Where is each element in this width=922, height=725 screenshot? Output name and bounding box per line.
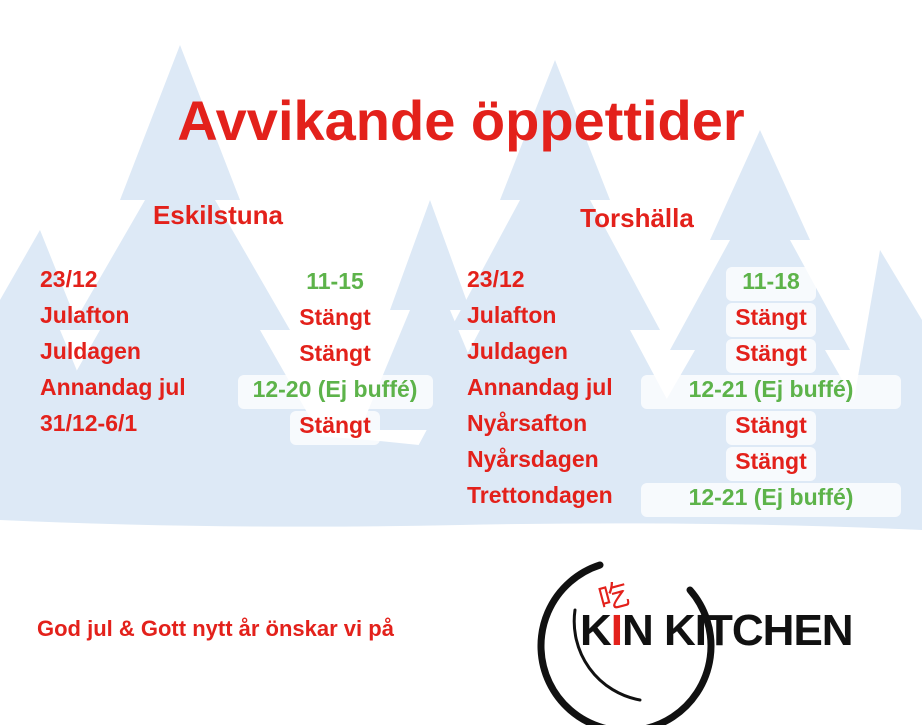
day-label: Juldagen <box>467 338 568 364</box>
day-label: Trettondagen <box>467 482 613 508</box>
hours-box <box>290 303 380 337</box>
hours-label: 11-15 <box>306 268 364 294</box>
title: Avvikande öppettider <box>177 89 745 152</box>
hours-label: 12-21 (Ej buffé) <box>688 376 854 402</box>
hours-box <box>726 411 816 445</box>
logo-accent: I <box>610 606 623 655</box>
hours-box <box>641 375 901 409</box>
location-heading: Eskilstuna <box>152 200 284 230</box>
day-label: 23/12 <box>40 266 98 292</box>
hours-label: Stängt <box>735 304 807 330</box>
hours-label: 12-21 (Ej buffé) <box>688 484 854 510</box>
hours-label: Stängt <box>735 412 807 438</box>
location-heading: Torshälla <box>580 203 694 233</box>
day-label: Julafton <box>467 302 557 328</box>
day-label: Julafton <box>40 302 130 328</box>
hours-box <box>641 483 901 517</box>
hours-box <box>290 267 380 301</box>
day-label: 23/12 <box>467 266 525 292</box>
hours-box <box>726 303 816 337</box>
footer: God jul & Gott nytt år önskar vi på <box>37 616 394 641</box>
hours-label: Stängt <box>299 340 371 366</box>
logo-part: N KITCHEN <box>622 606 854 655</box>
hours-label: Stängt <box>735 448 807 474</box>
hours-box <box>726 447 816 481</box>
hours-box <box>237 375 433 409</box>
logo-part: K <box>580 606 612 655</box>
hours-label: Stängt <box>299 412 371 438</box>
hours-box <box>726 267 816 301</box>
day-label: Annandag jul <box>40 374 186 400</box>
day-label: Nyårsafton <box>467 410 588 436</box>
hours-box <box>290 339 380 373</box>
hours-box <box>726 339 816 373</box>
hours-label: Stängt <box>299 304 371 330</box>
day-label: Nyårsdagen <box>467 446 599 472</box>
day-label: Annandag jul <box>467 374 613 400</box>
day-label: 31/12-6/1 <box>40 410 138 436</box>
logo-text: KIN KITCHEN <box>580 606 854 656</box>
hours-label: Stängt <box>735 340 807 366</box>
hours-label: 11-18 <box>742 268 800 294</box>
hours-label: 12-20 (Ej buffé) <box>252 376 418 402</box>
hours-box <box>290 411 380 445</box>
day-label: Juldagen <box>40 338 141 364</box>
